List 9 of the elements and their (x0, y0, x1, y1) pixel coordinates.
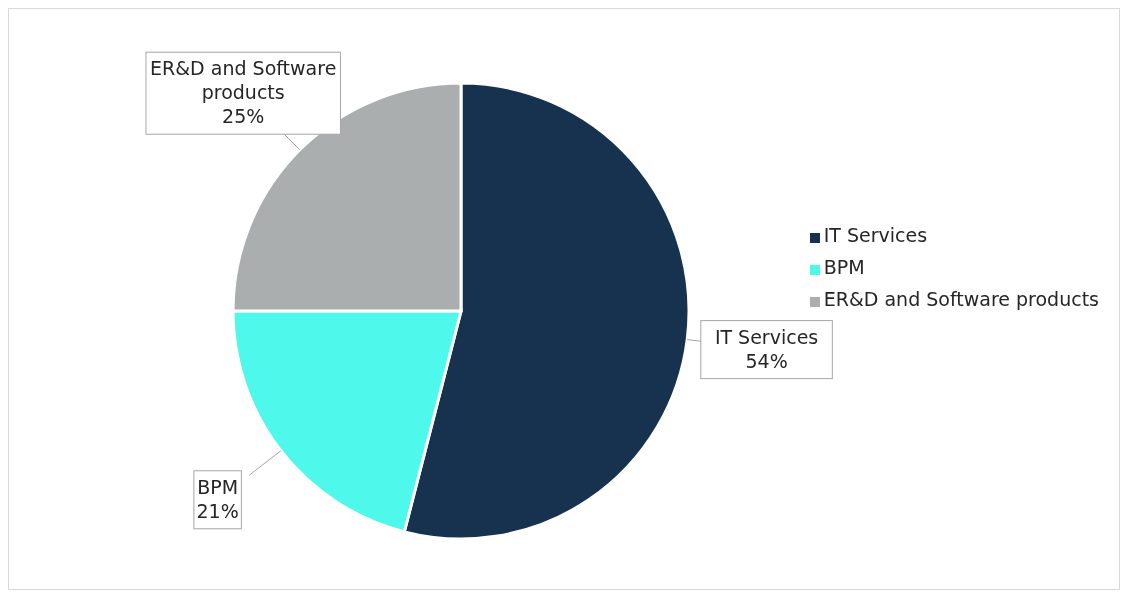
data-label: 25% (222, 105, 265, 128)
slice-label: BPM (197, 475, 239, 498)
slice-label: ER&D and Software products (150, 57, 337, 104)
data-label: 21% (196, 499, 239, 522)
legend-label: ER&D and Software products (823, 288, 1099, 310)
slice-label: IT Services (714, 325, 819, 348)
legend-label: BPM (823, 256, 865, 278)
legend-label: IT Services (823, 224, 928, 246)
data-label: 54% (745, 349, 788, 372)
